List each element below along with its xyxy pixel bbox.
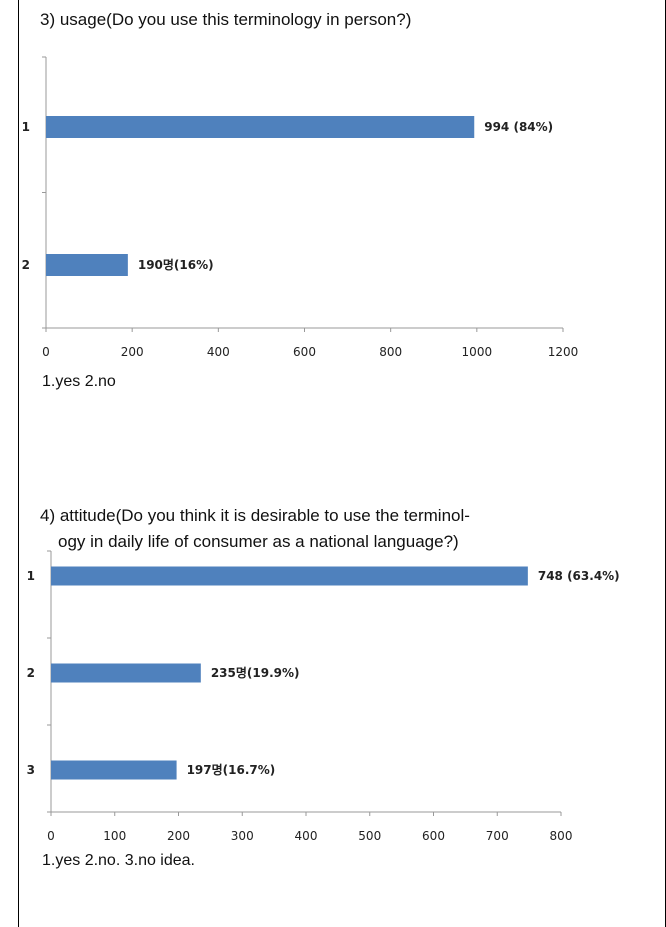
category-label: 1 [27,569,35,583]
x-tick-label: 400 [295,829,318,843]
chart2-title-line1: 4) attitude(Do you think it is desirable… [40,506,470,525]
category-label: 2 [22,258,30,272]
x-tick-label: 1200 [548,345,579,359]
x-tick-label: 200 [167,829,190,843]
data-label: 197명(16.7%) [187,763,276,777]
category-label: 3 [27,763,35,777]
chart-2: 0 100 200 300 400 500 600 700 800 1 748 (63.4%) 2 23… [27,550,620,843]
data-label: 994 (84%) [484,120,553,134]
bar-1 [51,566,528,586]
x-tick-label: 800 [379,345,402,359]
bar-1 [46,116,475,138]
data-label: 748 (63.4%) [538,569,620,583]
bar-3 [51,760,177,780]
x-tick-label: 600 [422,829,445,843]
x-tick-label: 700 [486,829,509,843]
chart-1: 0 200 400 600 800 1000 1200 1 994 (84%) 2 190명(16%… [22,56,579,359]
chart2-title-line2: ogy in daily life of consumer as a natio… [58,532,459,551]
x-tick-label: 400 [207,345,230,359]
x-tick-label: 0 [42,345,50,359]
chart2-legend-note: 1.yes 2.no. 3.no idea. [42,852,195,869]
x-tick-label: 100 [103,829,126,843]
chart1-title: 3) usage(Do you use this terminology in … [40,10,412,29]
category-label: 1 [22,120,30,134]
x-tick-label: 300 [231,829,254,843]
x-tick-label: 200 [121,345,144,359]
x-tick-label: 800 [550,829,573,843]
x-tick-label: 600 [293,345,316,359]
chart1-legend-note: 1.yes 2.no [42,373,116,390]
category-label: 2 [27,666,35,680]
data-label: 235명(19.9%) [211,666,300,680]
data-label: 190명(16%) [138,258,214,272]
bar-2 [51,663,201,683]
bar-2 [46,254,128,276]
x-tick-label: 1000 [462,345,493,359]
x-tick-label: 500 [358,829,381,843]
x-tick-label: 0 [47,829,55,843]
